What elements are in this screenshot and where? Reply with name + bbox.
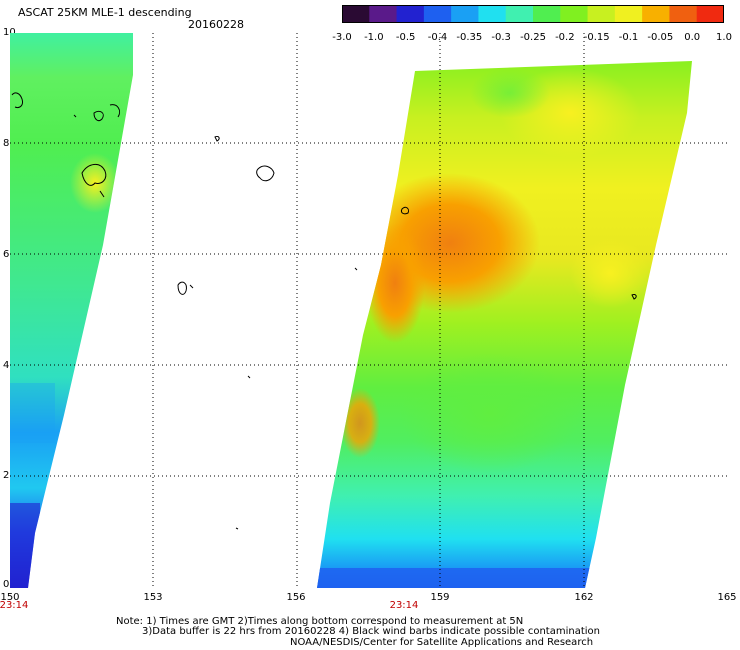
color-scale-segment [451, 5, 479, 23]
color-scale: -3.0 -1.0 -0.5 -0.4 -0.35 -0.3 -0.25 -0.2 -0.15-… [332, 5, 732, 43]
map-plot [10, 33, 730, 588]
color-scale-segment [369, 5, 398, 23]
color-scale-segment [560, 5, 589, 23]
lon-label-153: 153 [143, 592, 163, 603]
color-scale-tick-label: 0.0 [684, 32, 701, 43]
color-scale-segment [342, 5, 370, 23]
color-scale-segment [696, 5, 725, 23]
color-scale-segment [587, 5, 616, 23]
color-scale-tick-label: -0.5 [395, 32, 416, 43]
color-scale-tick-label: -0.15 [583, 32, 610, 43]
lat-label-10: 10 [3, 27, 16, 38]
color-scale-segment [423, 5, 452, 23]
lon-label-162: 162 [574, 592, 594, 603]
color-scale-tick-label: -0.05 [647, 32, 674, 43]
color-scale-tick-label: -0.25 [520, 32, 546, 43]
color-scale-border [342, 5, 724, 23]
lat-label-0: 0 [3, 579, 10, 590]
lon-label-150: 150 [0, 592, 20, 603]
coastlines [11, 92, 637, 530]
map-axes: 10 8 6 4 2 0 150 153 156 159 162 165 23:… [0, 27, 737, 611]
lat-label-4: 4 [3, 360, 10, 371]
footnote-line-1: Note: 1) Times are GMT 2)Times along bot… [116, 616, 524, 627]
lon-label-159: 159 [430, 592, 450, 603]
color-scale-segment [642, 5, 670, 23]
color-scale-segment [614, 5, 643, 23]
color-scale-segment [478, 5, 507, 23]
map-title: ASCAT 25KM MLE-1 descending [18, 6, 192, 19]
color-scale-tick-label: -0.4 [427, 32, 448, 43]
right-swath [317, 61, 692, 588]
time-label-left: 23:14 [0, 600, 29, 611]
lon-label-156: 156 [286, 592, 306, 603]
color-scale-tick-label: -0.35 [456, 32, 483, 43]
color-scale-tick-label: -0.1 [618, 32, 639, 43]
grid-lines [10, 33, 730, 588]
color-scale-segment [669, 5, 698, 23]
map-date: 20160228 [188, 18, 244, 31]
time-label-right: 23:14 [389, 600, 419, 611]
color-scale-tick-label: 1.0 [716, 32, 732, 43]
lat-label-6: 6 [3, 249, 10, 260]
color-scale-tick-label: -3.0 [332, 32, 352, 43]
color-scale-segment [533, 5, 561, 23]
color-scale-tick-label: -0.3 [491, 32, 511, 43]
lat-label-8: 8 [3, 138, 10, 149]
lon-label-165: 165 [717, 592, 737, 603]
color-scale-segment [396, 5, 425, 23]
footnote-line-3: NOAA/NESDIS/Center for Satellite Applica… [290, 637, 594, 648]
color-scale-tick-label: -0.2 [555, 32, 575, 43]
lat-label-2: 2 [3, 470, 10, 481]
footnote-line-2: 3)Data buffer is 22 hrs from 20160228 4)… [142, 626, 600, 637]
color-scale-bar [342, 5, 725, 23]
color-scale-segment [505, 5, 534, 23]
color-scale-tick-label: -1.0 [364, 32, 384, 43]
